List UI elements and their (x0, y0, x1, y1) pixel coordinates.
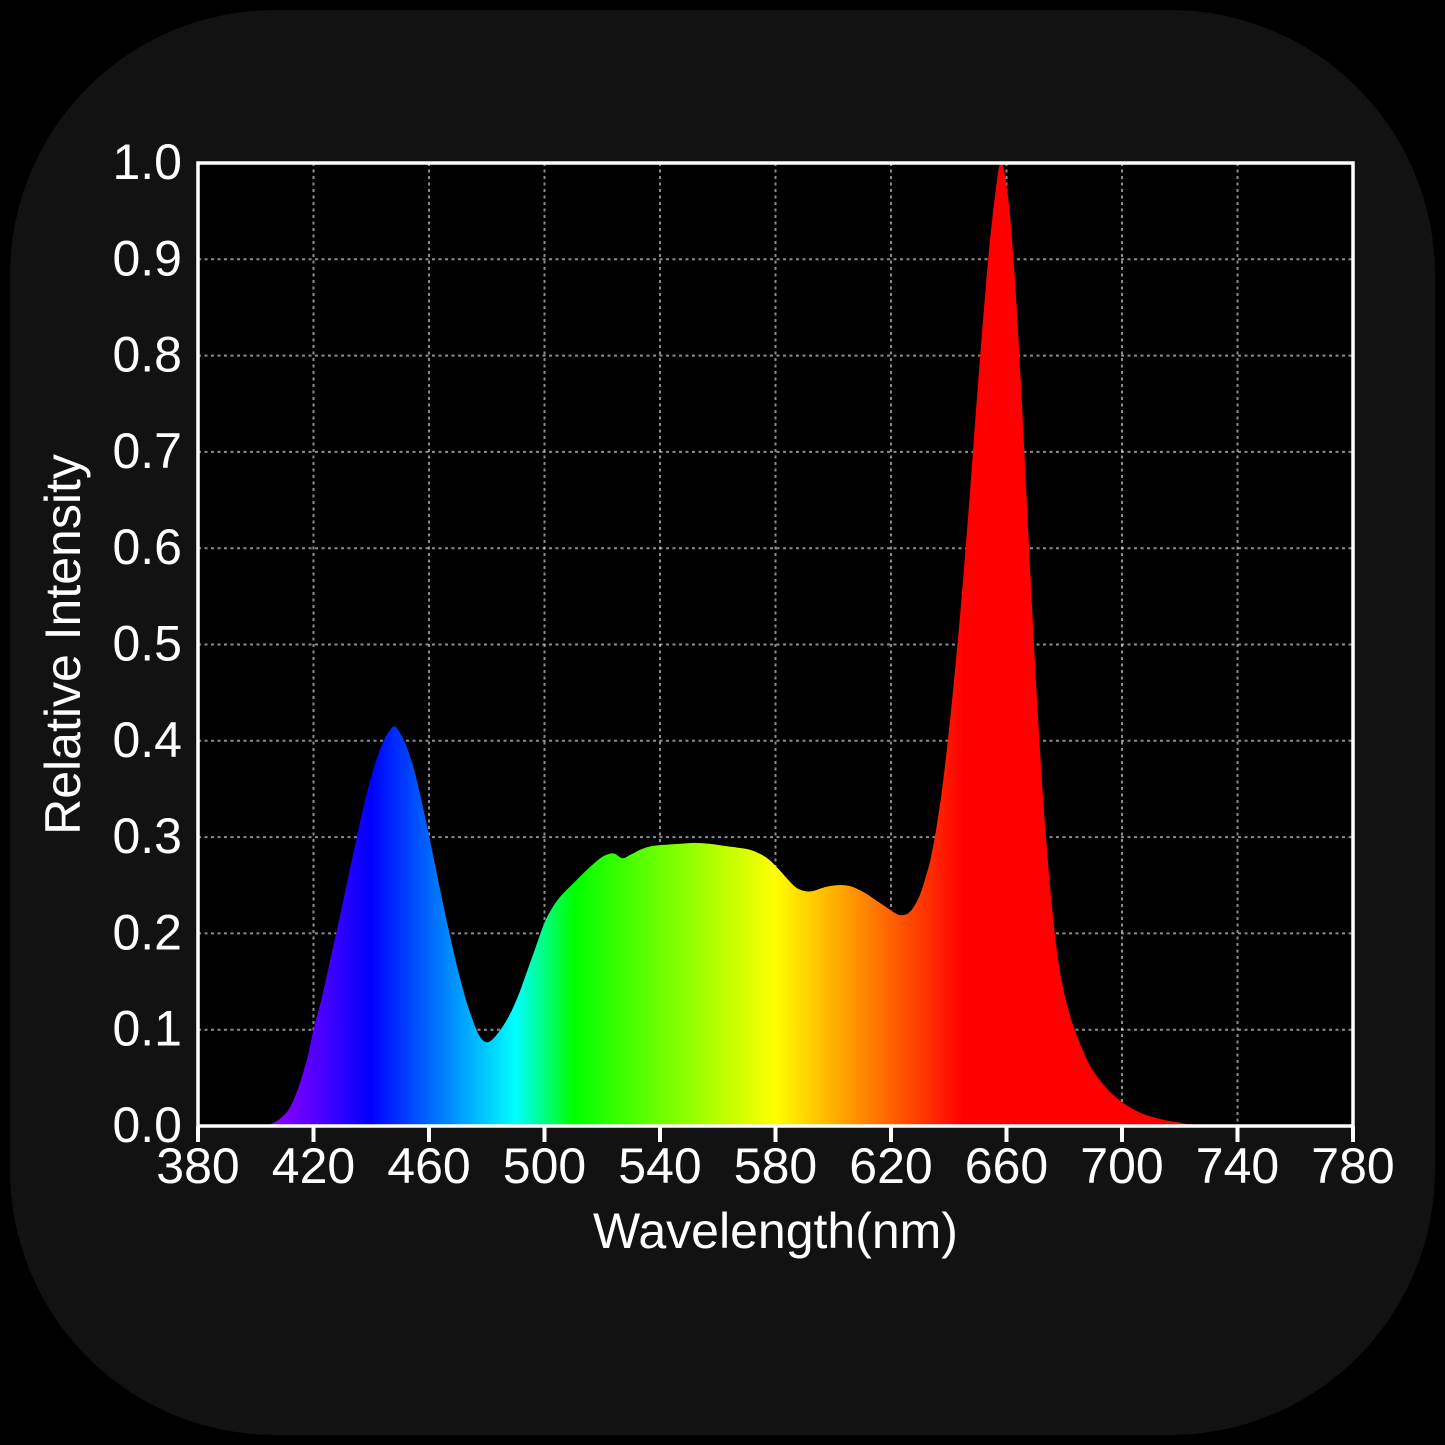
y-tick-label: 0.9 (112, 230, 182, 286)
y-tick-label: 1.0 (112, 134, 182, 190)
y-tick-label: 0.3 (112, 808, 182, 864)
y-tick-label: 0.0 (112, 1097, 182, 1153)
y-tick-label: 0.8 (112, 327, 182, 383)
y-tick-label: 0.2 (112, 904, 182, 960)
x-tick-label: 620 (849, 1138, 932, 1194)
y-axis-title: Relative Intensity (35, 454, 91, 835)
x-tick-label: 380 (156, 1138, 239, 1194)
x-tick-label: 580 (734, 1138, 817, 1194)
x-tick-label: 420 (272, 1138, 355, 1194)
x-tick-label: 780 (1311, 1138, 1394, 1194)
x-tick-label: 500 (503, 1138, 586, 1194)
x-tick-label: 660 (965, 1138, 1048, 1194)
x-tick-label: 700 (1080, 1138, 1163, 1194)
y-tick-label: 0.6 (112, 519, 182, 575)
y-tick-label: 0.1 (112, 1001, 182, 1057)
y-tick-label: 0.4 (112, 712, 182, 768)
x-tick-label: 540 (618, 1138, 701, 1194)
y-tick-label: 0.5 (112, 616, 182, 672)
x-axis-title: Wavelength(nm) (593, 1203, 958, 1259)
x-tick-label: 740 (1196, 1138, 1279, 1194)
y-tick-label: 0.7 (112, 423, 182, 479)
spectrum-area-series (264, 161, 1215, 1126)
x-tick-label: 460 (387, 1138, 470, 1194)
